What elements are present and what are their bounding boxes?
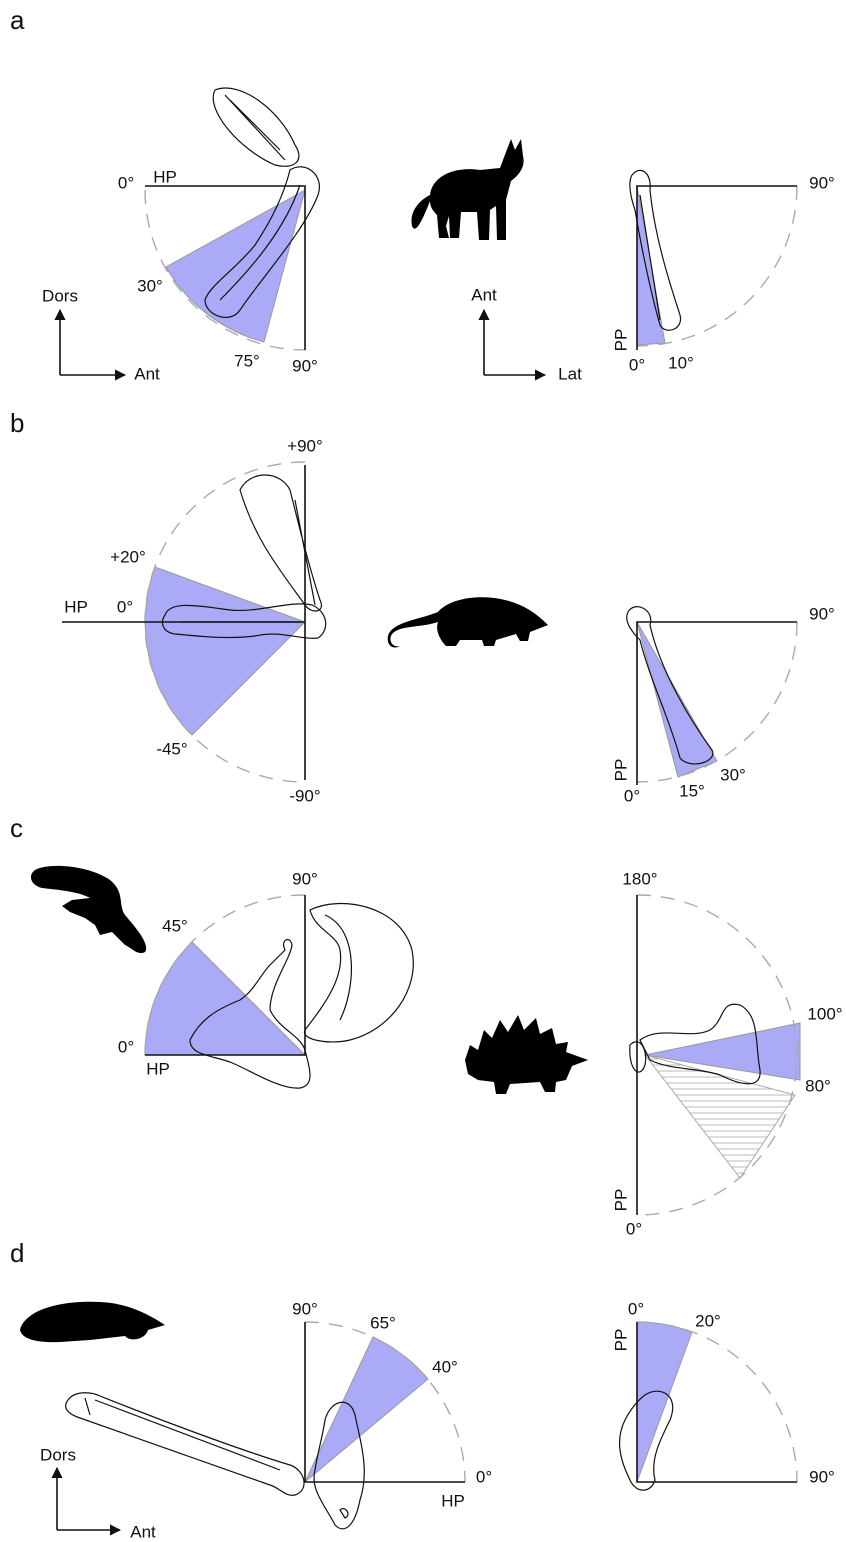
mole-silhouette — [20, 1302, 165, 1342]
label: 20° — [695, 1311, 721, 1330]
label: 90° — [292, 869, 318, 888]
label: 90° — [292, 1299, 318, 1318]
label: HP — [64, 597, 88, 616]
label: 0° — [117, 597, 133, 616]
cat-silhouette — [411, 139, 523, 240]
panel-letter: a — [10, 5, 25, 35]
label: 0° — [624, 786, 640, 805]
label: Dors — [40, 1445, 76, 1464]
label: PP — [611, 759, 630, 782]
label: 100° — [807, 1004, 842, 1023]
scapula — [240, 475, 321, 611]
label: PP — [611, 329, 630, 352]
label: -45° — [156, 739, 187, 758]
range-wedge — [145, 567, 305, 735]
label: -90° — [289, 786, 320, 805]
label: HP — [441, 1491, 465, 1510]
label: 180° — [622, 869, 657, 888]
label: 15° — [679, 781, 705, 800]
label: 10° — [668, 353, 694, 372]
range-wedge — [305, 1337, 428, 1482]
panel-d — [20, 1302, 797, 1530]
range-wedge — [637, 1322, 692, 1482]
panel-letter: c — [10, 813, 23, 843]
panel-letter: d — [10, 1238, 24, 1268]
label: Lat — [558, 364, 582, 383]
label: 45° — [162, 916, 188, 935]
label: 0° — [626, 1219, 642, 1238]
label: 75° — [234, 351, 260, 370]
label: 0° — [476, 1467, 492, 1486]
echidna-silhouette — [465, 1015, 588, 1094]
panel-letter: b — [10, 408, 24, 438]
figure: a b c d 0° HP 30° 75° 90° Dors Ant Ant Lat 90° PP 0° 10°… — [0, 0, 846, 1542]
label: 0° — [118, 173, 134, 192]
label: Ant — [471, 285, 497, 304]
scapula — [304, 903, 413, 1041]
label: 30° — [137, 276, 163, 295]
label: 0° — [628, 1299, 644, 1318]
platypus-silhouette — [31, 866, 146, 953]
label: 0° — [118, 1037, 134, 1056]
range-wedge — [637, 622, 717, 777]
label: 90° — [809, 604, 835, 623]
label: Ant — [134, 364, 160, 383]
label: Ant — [130, 1522, 156, 1541]
scapula — [213, 88, 299, 166]
label: 40° — [432, 1357, 458, 1376]
label: 90° — [809, 1467, 835, 1486]
label: 0° — [629, 355, 645, 374]
label: HP — [146, 1059, 170, 1078]
label: 90° — [292, 356, 318, 375]
page: {"panels": [ {"label": "a", "texts": ["0… — [0, 0, 846, 1542]
panel-b — [62, 462, 797, 785]
panel-c — [31, 866, 800, 1215]
rat-silhouette — [388, 597, 548, 647]
label: 90° — [809, 173, 835, 192]
panel-a — [60, 88, 797, 375]
label: +90° — [287, 436, 323, 455]
range-wedge — [145, 942, 305, 1055]
clavicle — [66, 1393, 304, 1496]
label: PP — [611, 1189, 630, 1212]
label: 80° — [805, 1076, 831, 1095]
label: PP — [611, 1329, 630, 1352]
label: 65° — [370, 1313, 396, 1332]
label: Dors — [42, 286, 78, 305]
label: HP — [153, 167, 177, 186]
label: 30° — [720, 765, 746, 784]
label: +20° — [110, 547, 146, 566]
